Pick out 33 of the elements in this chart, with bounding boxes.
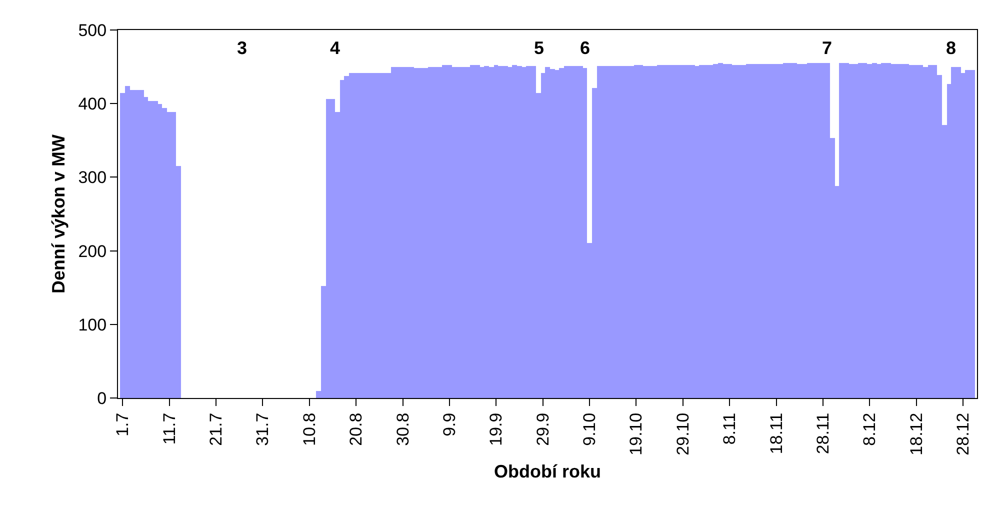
annotation: 4: [330, 38, 340, 58]
x-tick-label: 1.7: [113, 412, 132, 436]
x-tick-label: 11.7: [160, 412, 179, 445]
y-axis-title: Denní výkon v MW: [48, 134, 68, 294]
x-tick-label: 29.10: [673, 412, 692, 456]
y-tick-label: 200: [78, 242, 107, 261]
annotation: 3: [237, 38, 248, 58]
x-tick-label: 30.8: [393, 412, 412, 446]
x-tick-label: 10.8: [300, 412, 319, 446]
x-tick-label: 28.12: [954, 412, 973, 456]
x-tick-label: 20.8: [346, 412, 366, 446]
x-tick-label: 18.11: [766, 412, 786, 454]
x-tick-label: 8.12: [860, 412, 880, 446]
x-tick-label: 9.10: [580, 412, 600, 446]
x-tick-label: 29.9: [533, 412, 552, 446]
x-tick-label: 9.9: [440, 412, 459, 436]
y-tick-label: 400: [78, 94, 107, 114]
y-tick-label: 300: [78, 168, 107, 188]
x-tick-label: 28.11: [813, 412, 832, 454]
annotation: 5: [534, 38, 544, 58]
x-tick-label: 31.7: [253, 412, 272, 446]
x-axis-title: Období roku: [494, 461, 601, 482]
x-tick-label: 18.12: [906, 412, 926, 456]
y-tick-label: 100: [78, 315, 107, 334]
y-tick-label: 0: [97, 388, 107, 408]
y-tick-label: 500: [78, 20, 107, 40]
x-tick-label: 19.10: [626, 412, 646, 456]
x-tick-label: 8.11: [720, 412, 740, 445]
annotation: 7: [822, 38, 832, 58]
x-tick-label: 19.9: [486, 412, 506, 446]
annotation: 8: [946, 38, 956, 58]
x-tick-label: 21.7: [206, 412, 226, 446]
annotation: 6: [580, 38, 590, 58]
